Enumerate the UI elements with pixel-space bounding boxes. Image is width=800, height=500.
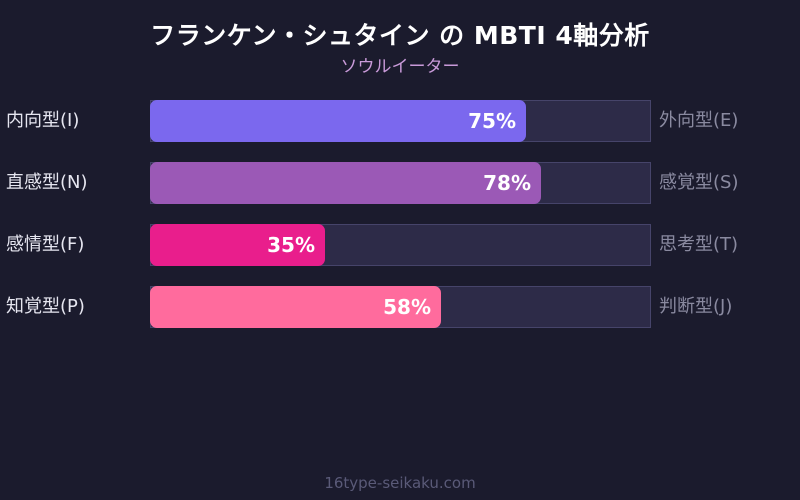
left-trait-label: 内向型(I)	[6, 110, 80, 131]
chart-title: フランケン・シュタイン の MBTI 4軸分析	[150, 21, 650, 50]
left-trait-label: 直感型(N)	[6, 172, 88, 193]
axis-row: 感情型(F) 35% 思考型(T)	[0, 224, 800, 266]
percent-label: 75%	[468, 109, 516, 133]
right-trait-label: 外向型(E)	[659, 110, 739, 131]
percent-label: 78%	[483, 171, 531, 195]
left-trait-label: 知覚型(P)	[6, 296, 85, 317]
right-trait-label: 判断型(J)	[659, 296, 733, 317]
bar-fill	[150, 162, 541, 204]
right-trait-label: 感覚型(S)	[659, 172, 739, 193]
bar-fill	[150, 224, 325, 266]
chart-subtitle: ソウルイーター	[340, 57, 460, 77]
bar-fill	[150, 100, 526, 142]
footer-site: 16type-seikaku.com	[324, 474, 476, 492]
left-trait-label: 感情型(F)	[6, 234, 85, 255]
axis-row: 知覚型(P) 58% 判断型(J)	[0, 286, 800, 328]
percent-label: 58%	[383, 295, 431, 319]
axis-row: 直感型(N) 78% 感覚型(S)	[0, 162, 800, 204]
right-trait-label: 思考型(T)	[659, 234, 739, 255]
bar-fill	[150, 286, 441, 328]
axis-row: 内向型(I) 75% 外向型(E)	[0, 100, 800, 142]
percent-label: 35%	[267, 233, 315, 257]
